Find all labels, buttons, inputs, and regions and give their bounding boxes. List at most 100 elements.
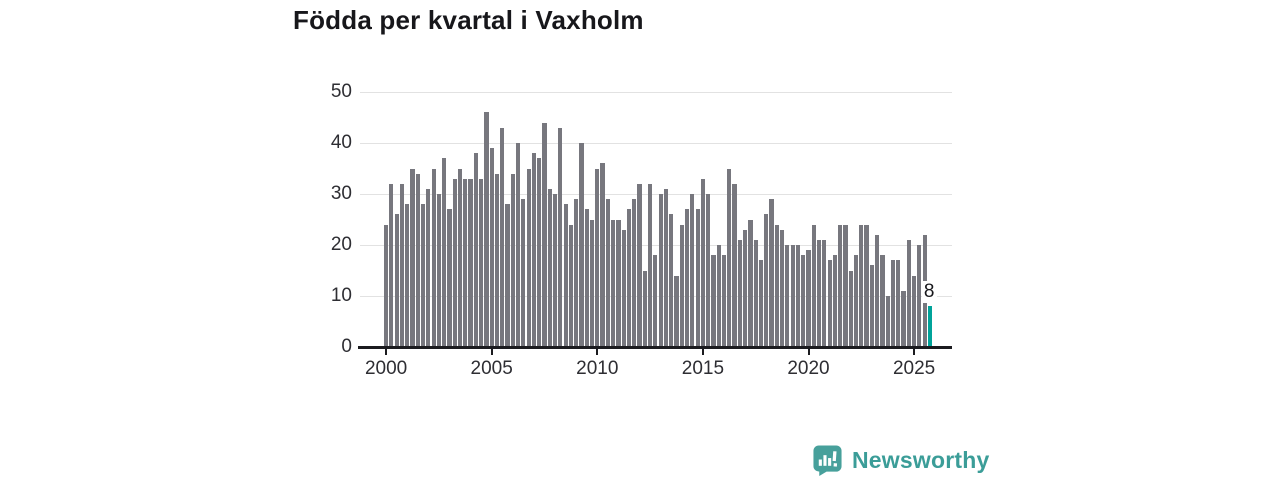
bar bbox=[901, 290, 906, 347]
x-tick-label: 2020 bbox=[787, 358, 830, 379]
x-axis-tick bbox=[701, 348, 704, 355]
bar bbox=[896, 260, 901, 347]
bar bbox=[568, 224, 573, 347]
bar bbox=[869, 265, 874, 347]
bar bbox=[489, 148, 494, 347]
x-axis-tick bbox=[490, 348, 493, 355]
bar bbox=[764, 214, 769, 347]
last-bar-value-label: 8 bbox=[921, 281, 937, 304]
bar bbox=[605, 199, 610, 347]
bar bbox=[737, 239, 742, 347]
bar bbox=[727, 168, 732, 347]
bar bbox=[442, 158, 447, 347]
bar bbox=[917, 245, 922, 347]
bar bbox=[579, 143, 584, 347]
bar bbox=[420, 204, 426, 347]
bar bbox=[843, 224, 848, 347]
bar bbox=[415, 173, 420, 347]
y-tick-label: 50 bbox=[330, 81, 352, 102]
x-axis-tick bbox=[596, 348, 599, 355]
bar bbox=[384, 224, 389, 347]
bar bbox=[880, 255, 885, 347]
bar bbox=[642, 270, 647, 347]
mini-bar-chart-glyph bbox=[818, 451, 838, 467]
bar bbox=[473, 153, 478, 347]
bar bbox=[558, 127, 563, 347]
highlighted-bar bbox=[927, 306, 933, 347]
bar bbox=[452, 178, 457, 347]
bar bbox=[648, 183, 653, 347]
bar bbox=[748, 219, 753, 347]
bar bbox=[600, 163, 605, 347]
gridline bbox=[360, 143, 952, 144]
bar bbox=[584, 209, 589, 347]
gridline bbox=[360, 92, 952, 93]
bar bbox=[711, 255, 716, 347]
x-axis-tick bbox=[385, 348, 388, 355]
bar bbox=[827, 260, 832, 347]
bar bbox=[621, 229, 626, 347]
bar bbox=[563, 204, 568, 347]
bar bbox=[848, 270, 853, 347]
bar bbox=[875, 234, 880, 347]
bar bbox=[732, 183, 737, 347]
bar bbox=[574, 199, 579, 347]
bar bbox=[626, 209, 632, 347]
bar bbox=[447, 209, 452, 347]
bar bbox=[663, 188, 669, 347]
bar bbox=[505, 204, 510, 347]
bar bbox=[690, 194, 695, 347]
y-tick-label: 40 bbox=[330, 132, 352, 153]
bar bbox=[838, 224, 843, 347]
bar bbox=[436, 194, 441, 347]
bar bbox=[785, 245, 790, 347]
bar bbox=[632, 199, 637, 347]
x-tick-label: 2025 bbox=[892, 358, 936, 379]
bar bbox=[484, 112, 489, 347]
bar bbox=[669, 214, 674, 347]
bar bbox=[637, 183, 642, 347]
bar bbox=[864, 224, 869, 347]
bar bbox=[542, 122, 547, 347]
bar bbox=[801, 255, 806, 347]
bar bbox=[394, 214, 399, 347]
bar bbox=[510, 173, 515, 347]
newsworthy-logo: Newsworthy bbox=[812, 444, 989, 476]
chart-title: Födda per kvartal i Vaxholm bbox=[293, 5, 644, 35]
bar bbox=[700, 178, 705, 347]
bar bbox=[832, 255, 837, 347]
bar bbox=[463, 178, 468, 347]
bar bbox=[494, 173, 500, 347]
bar bbox=[816, 239, 822, 347]
y-tick-label: 20 bbox=[330, 234, 352, 255]
y-tick-label: 10 bbox=[330, 285, 352, 306]
bar bbox=[684, 209, 690, 347]
bar bbox=[521, 199, 526, 347]
bar bbox=[753, 239, 758, 347]
bar bbox=[468, 178, 473, 347]
bar bbox=[859, 224, 864, 347]
newsworthy-wordmark: Newsworthy bbox=[852, 446, 990, 473]
bar bbox=[695, 209, 700, 347]
bar bbox=[795, 245, 801, 347]
bar bbox=[853, 255, 859, 347]
bar bbox=[552, 194, 558, 347]
bar bbox=[611, 219, 616, 347]
x-tick-label: 2000 bbox=[364, 358, 408, 379]
x-tick-label: 2010 bbox=[576, 358, 619, 379]
bar bbox=[806, 250, 811, 347]
bar bbox=[589, 219, 595, 347]
newsworthy-icon bbox=[812, 444, 843, 476]
bar bbox=[885, 296, 890, 347]
bar bbox=[405, 204, 410, 347]
bar bbox=[410, 168, 415, 347]
bar bbox=[780, 229, 785, 347]
bar bbox=[758, 260, 764, 347]
bar bbox=[906, 239, 911, 347]
bar bbox=[706, 194, 711, 347]
bar bbox=[721, 255, 727, 347]
bar bbox=[516, 143, 521, 347]
bar bbox=[716, 245, 721, 347]
